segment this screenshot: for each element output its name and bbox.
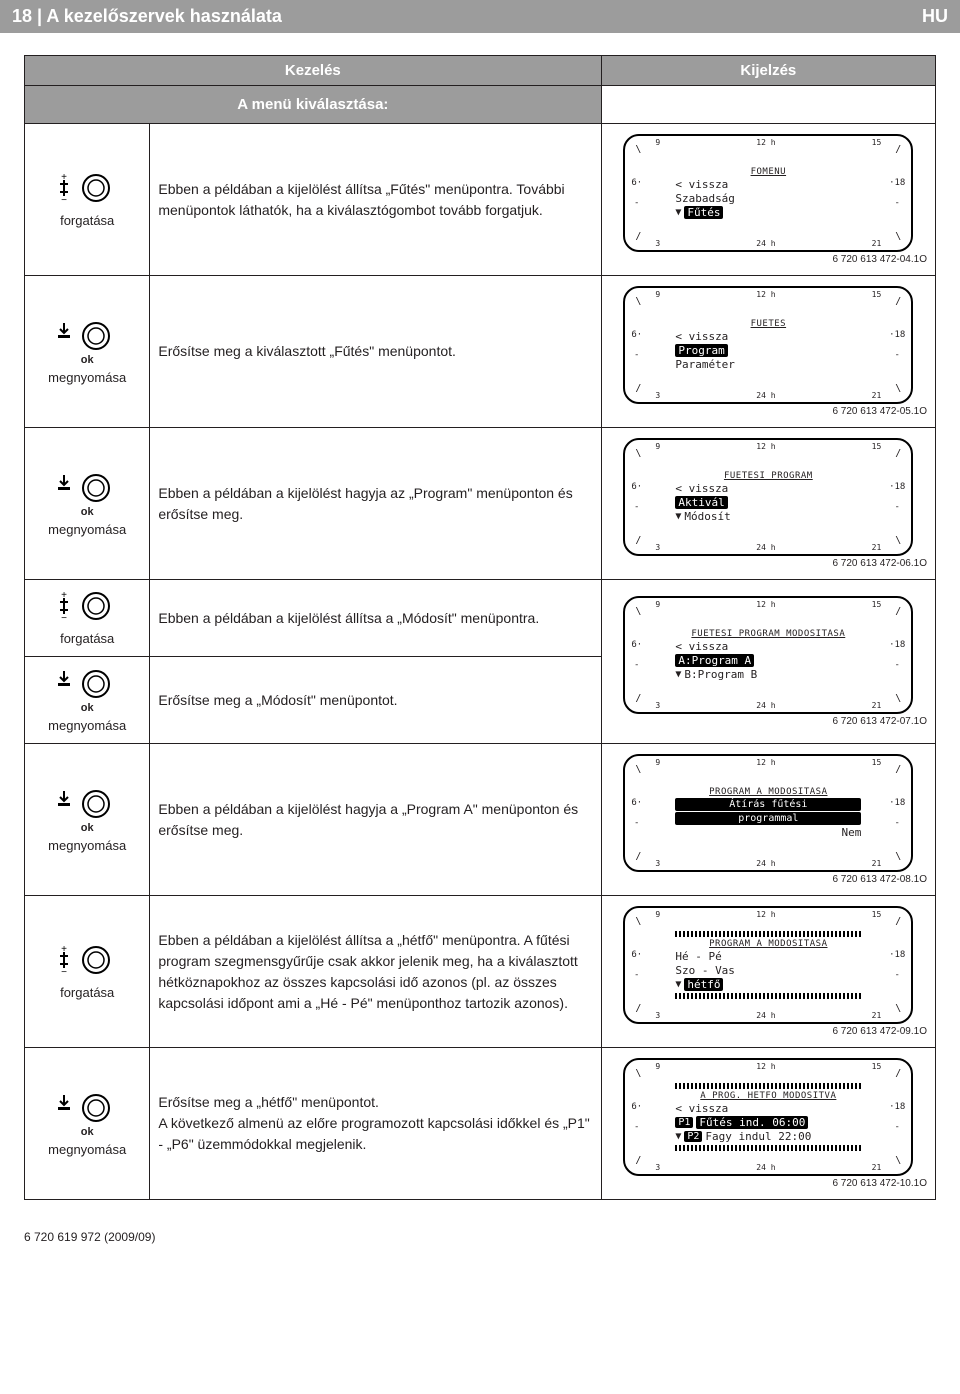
table-subheader-row: A menü kiválasztása: — [25, 86, 936, 124]
lcd-display: \/ /\ 912 h15 6·- ·18- FOMENU< visszaSza… — [623, 134, 913, 252]
table-row: okmegnyomása Ebben a példában a kijelölé… — [25, 428, 936, 580]
table-row: okmegnyomása Ebben a példában a kijelölé… — [25, 744, 936, 896]
action-cell: okmegnyomása — [25, 1048, 150, 1200]
display-cell: \/ /\ 912 h15 6·- ·18- FOMENU< visszaSza… — [601, 124, 935, 276]
table-row: + − forgatása Ebben a példában a kijelöl… — [25, 896, 936, 1048]
lcd-display: \/ /\ 912 h15 6·- ·18- FUETES< visszaPro… — [623, 286, 913, 404]
svg-text:−: − — [61, 967, 67, 976]
lcd-display: \/ /\ 912 h15 6·- ·18- A PROG. HETFO MOD… — [623, 1058, 913, 1176]
header-left: 18 | A kezelőszervek használata — [12, 6, 282, 27]
action-cell: okmegnyomása — [25, 276, 150, 428]
svg-text:+: + — [61, 172, 67, 183]
display-cell: \/ /\ 912 h15 6·- ·18- FUETESI PROGRAM< … — [601, 428, 935, 580]
svg-text:−: − — [61, 613, 67, 622]
lcd-display: \/ /\ 912 h15 6·- ·18- FUETESI PROGRAM< … — [623, 438, 913, 556]
svg-text:−: − — [61, 195, 67, 204]
action-cell: + − forgatása — [25, 124, 150, 276]
figure-caption: 6 720 613 472-06.1O — [610, 558, 927, 569]
instruction-text: Ebben a példában a kijelölést állítsa „F… — [150, 124, 601, 276]
instruction-text: Erősítse meg a „hétfő" menüpontot.A köve… — [150, 1048, 601, 1200]
figure-caption: 6 720 613 472-05.1O — [610, 406, 927, 417]
display-cell: \/ /\ 912 h15 6·- ·18- FUETES< visszaPro… — [601, 276, 935, 428]
col-header-kijelzes: Kijelzés — [601, 56, 935, 86]
col-header-kezeles: Kezelés — [25, 56, 602, 86]
table-row: + − forgatása Ebben a példában a kijelöl… — [25, 580, 936, 657]
table-row: okmegnyomása Erősítse meg a „hétfő" menü… — [25, 1048, 936, 1200]
table-row: + − forgatása Ebben a példában a kijelöl… — [25, 124, 936, 276]
action-cell: + − forgatása — [25, 580, 150, 657]
instruction-text: Ebben a példában a kijelölést hagyja a „… — [150, 744, 601, 896]
lcd-display: \/ /\ 912 h15 6·- ·18- PROGRAM A MODOSIT… — [623, 754, 913, 872]
table-header-row: Kezelés Kijelzés — [25, 56, 936, 86]
header-right: HU — [922, 6, 948, 27]
figure-caption: 6 720 613 472-10.1O — [610, 1178, 927, 1189]
figure-caption: 6 720 613 472-04.1O — [610, 254, 927, 265]
instruction-text: Ebben a példában a kijelölést állítsa a … — [150, 896, 601, 1048]
table-row: okmegnyomása Erősítse meg a kiválasztott… — [25, 276, 936, 428]
lcd-display: \/ /\ 912 h15 6·- ·18- FUETESI PROGRAM M… — [623, 596, 913, 714]
figure-caption: 6 720 613 472-09.1O — [610, 1026, 927, 1037]
action-cell: okmegnyomása — [25, 657, 150, 744]
figure-caption: 6 720 613 472-07.1O — [610, 716, 927, 727]
action-cell: + − forgatása — [25, 896, 150, 1048]
instruction-text: Ebben a példában a kijelölést hagyja az … — [150, 428, 601, 580]
empty-cell — [601, 86, 935, 124]
page-footer: 6 720 619 972 (2009/09) — [24, 1230, 960, 1244]
action-cell: okmegnyomása — [25, 428, 150, 580]
svg-text:+: + — [61, 590, 67, 601]
lcd-display: \/ /\ 912 h15 6·- ·18- PROGRAM A MODOSIT… — [623, 906, 913, 1024]
instruction-table: Kezelés Kijelzés A menü kiválasztása: + … — [24, 55, 936, 1200]
action-cell: okmegnyomása — [25, 744, 150, 896]
display-cell: \/ /\ 912 h15 6·- ·18- PROGRAM A MODOSIT… — [601, 896, 935, 1048]
figure-caption: 6 720 613 472-08.1O — [610, 874, 927, 885]
display-cell: \/ /\ 912 h15 6·- ·18- PROGRAM A MODOSIT… — [601, 744, 935, 896]
page-header: 18 | A kezelőszervek használata HU — [0, 0, 960, 33]
instruction-text: Ebben a példában a kijelölést állítsa a … — [150, 580, 601, 657]
svg-text:+: + — [61, 944, 67, 955]
instruction-text: Erősítse meg a kiválasztott „Fűtés" menü… — [150, 276, 601, 428]
subheader: A menü kiválasztása: — [25, 86, 602, 124]
display-cell: \/ /\ 912 h15 6·- ·18- FUETESI PROGRAM M… — [601, 580, 935, 744]
display-cell: \/ /\ 912 h15 6·- ·18- A PROG. HETFO MOD… — [601, 1048, 935, 1200]
instruction-text: Erősítse meg a „Módosít" menüpontot. — [150, 657, 601, 744]
